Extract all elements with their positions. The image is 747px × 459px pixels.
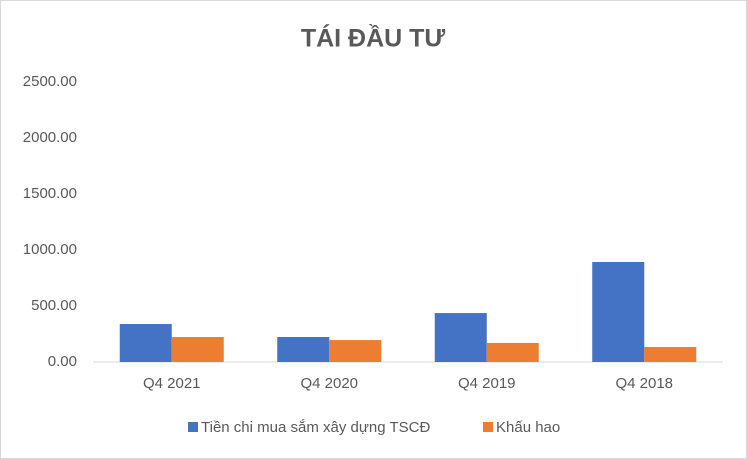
y-tick-label: 1500.00 — [23, 185, 77, 202]
bar — [171, 337, 224, 362]
x-tick-label: Q4 2021 — [143, 375, 201, 392]
y-tick-label: 1000.00 — [23, 241, 77, 258]
x-tick-label: Q4 2018 — [615, 375, 673, 392]
chart-title: TÁI ĐẦU TƯ — [301, 24, 446, 53]
legend-swatch — [188, 422, 198, 432]
x-tick-label: Q4 2019 — [458, 375, 516, 392]
bar — [434, 313, 487, 362]
bar — [486, 342, 539, 362]
bar — [329, 340, 382, 362]
y-tick-label: 2500.00 — [23, 73, 77, 90]
y-tick-label: 2000.00 — [23, 129, 77, 146]
bar — [644, 346, 697, 362]
bar — [119, 324, 172, 362]
bar — [592, 261, 645, 362]
legend-label: Tiền chi mua sắm xây dựng TSCĐ — [201, 419, 430, 436]
y-tick-label: 500.00 — [31, 297, 77, 314]
legend-swatch — [483, 422, 493, 432]
y-tick-label: 0.00 — [48, 353, 77, 370]
bar — [277, 337, 330, 362]
legend-label: Khấu hao — [496, 419, 560, 436]
x-tick-label: Q4 2020 — [300, 375, 358, 392]
